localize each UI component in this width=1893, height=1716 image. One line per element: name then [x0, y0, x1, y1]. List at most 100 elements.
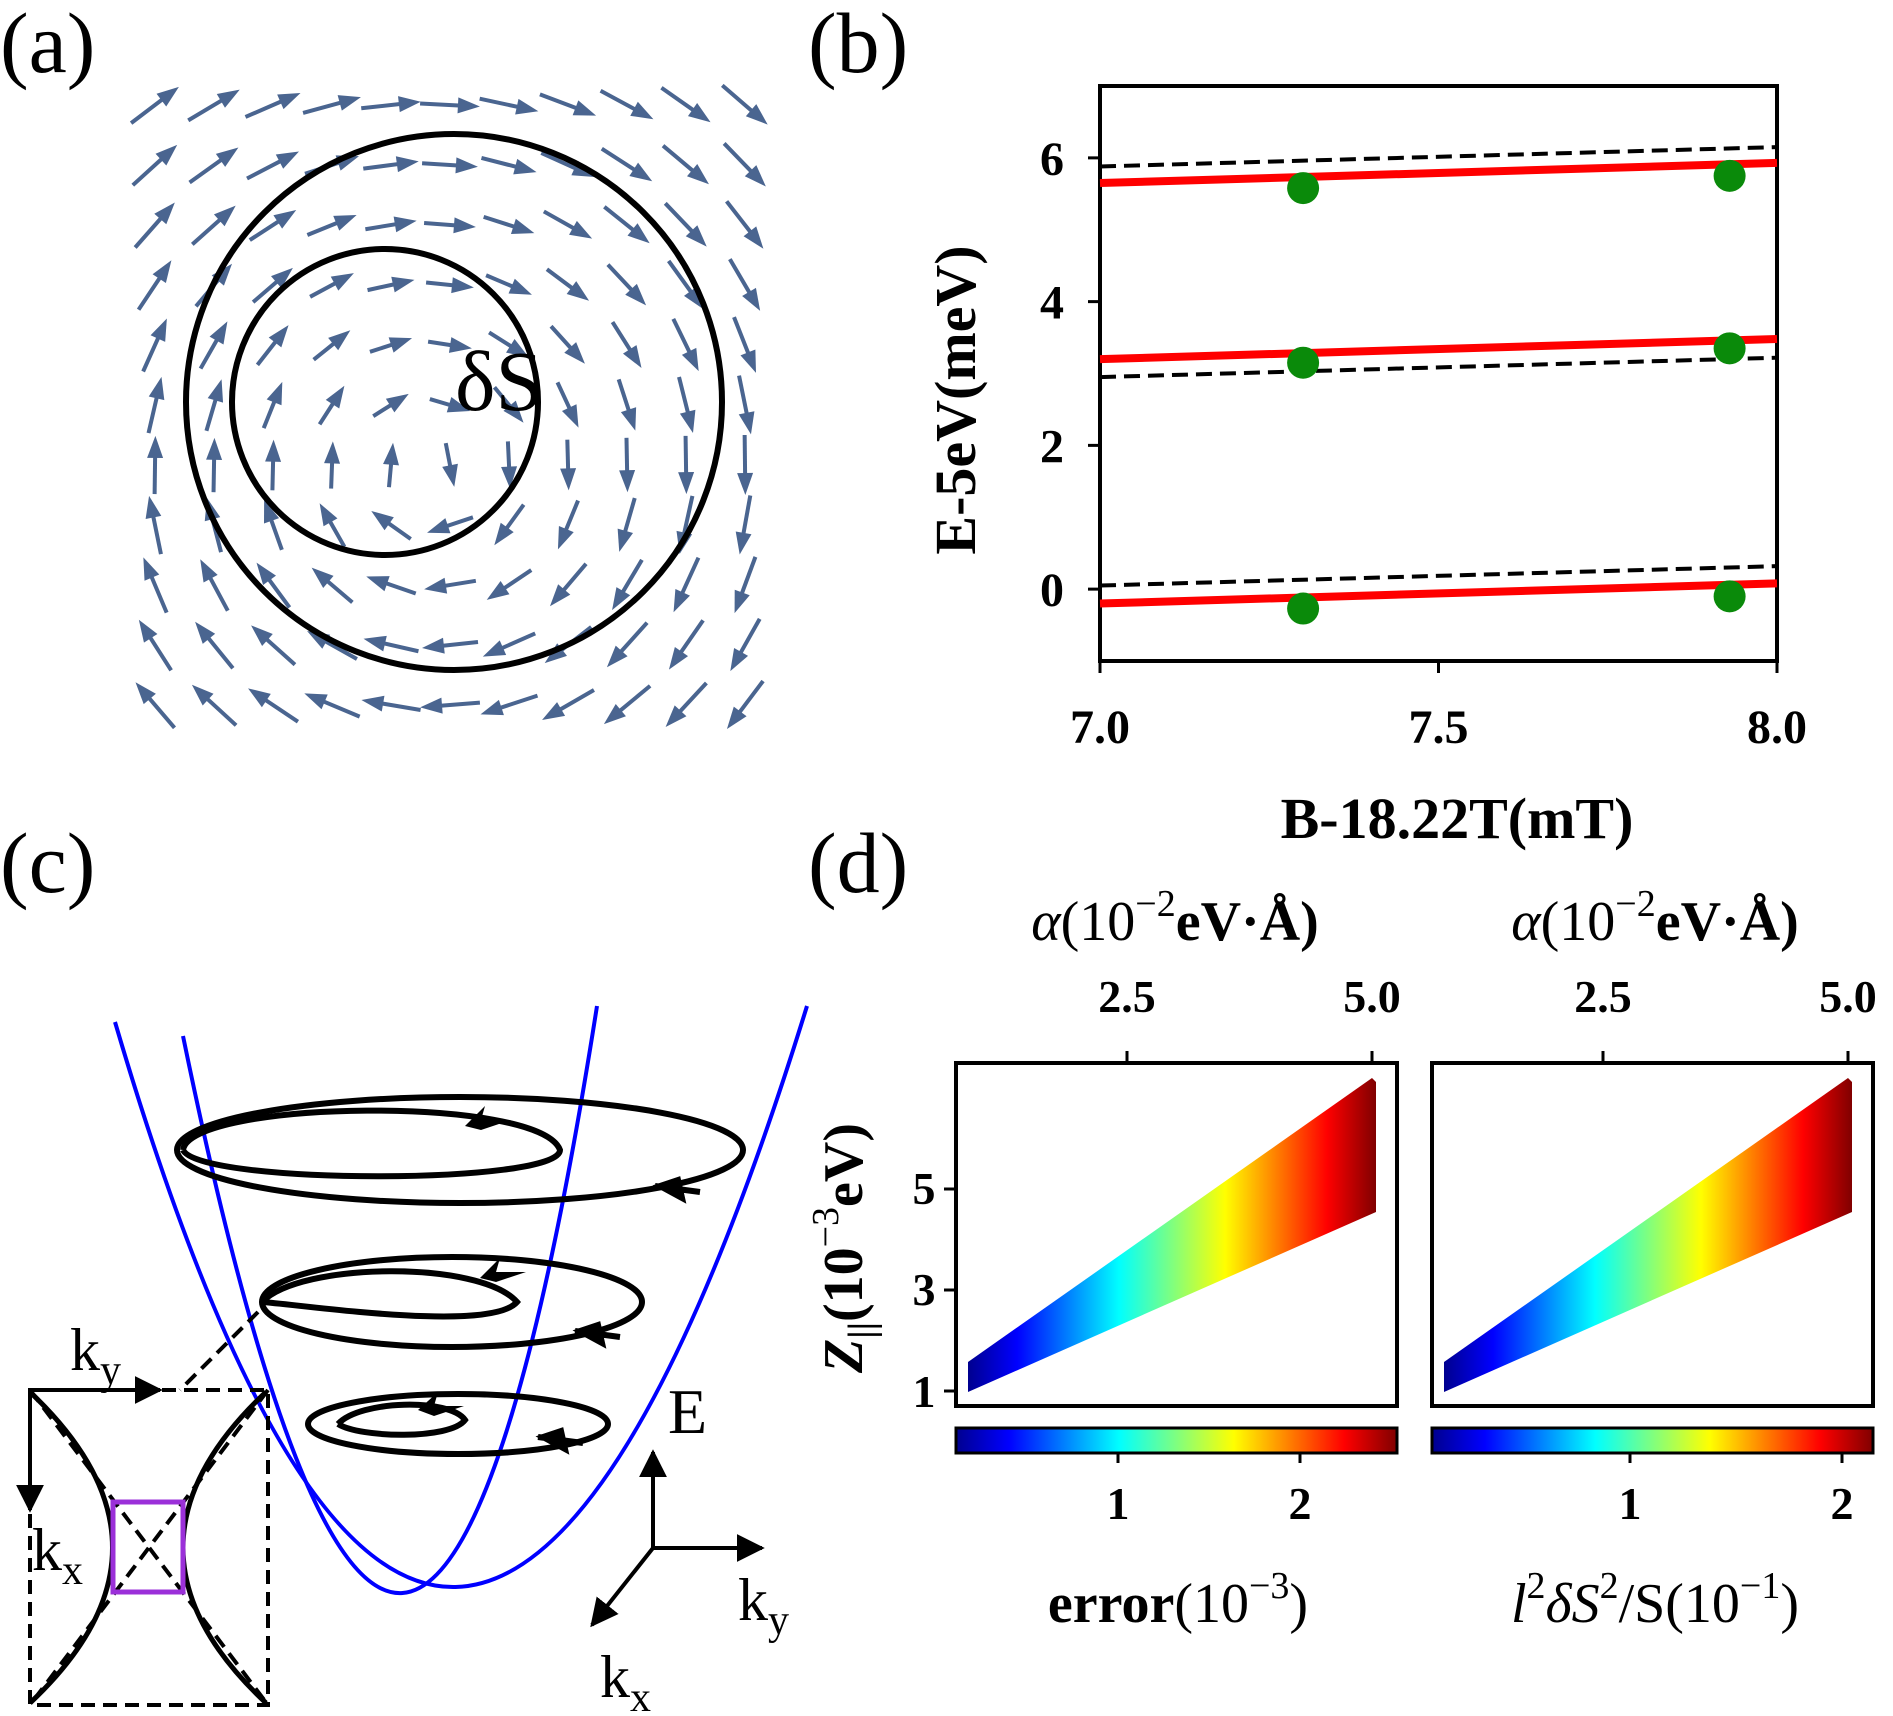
colorbar-tick-label: 2 — [1289, 1478, 1312, 1529]
model-line-dashed — [1099, 564, 1778, 588]
spin-arrow — [720, 83, 768, 125]
x-tick-label: 8.0 — [1747, 701, 1807, 754]
fit-line-red — [1099, 335, 1778, 364]
kx-axis-label: kx — [600, 1644, 651, 1716]
top-tick-label: 5.0 — [1819, 971, 1877, 1022]
panel-c: (c) E ky — [0, 815, 809, 1716]
y-tick-label: 2 — [1040, 420, 1064, 473]
data-point — [1287, 172, 1320, 205]
spin-arrow — [188, 147, 239, 185]
spin-arrow — [734, 556, 758, 614]
spin-arrow — [366, 576, 417, 596]
panel-d: (d) α(10−2eV·Å) α(10−2eV·Å) 2.5 5.0 1 3 … — [805, 815, 1877, 1635]
spin-arrow — [542, 209, 593, 239]
spin-arrow — [367, 276, 415, 293]
colorbar-ratio: 1 2 l2δS2/S(10−1) — [1430, 1426, 1875, 1635]
spin-arrow — [261, 381, 283, 429]
inset-highlight-box — [110, 1499, 186, 1595]
spin-arrow — [141, 318, 167, 373]
spin-arrow — [324, 441, 341, 489]
spin-arrow — [549, 324, 585, 364]
spin-arrow — [361, 695, 421, 712]
spin-arrow — [726, 679, 765, 729]
spin-arrow — [735, 495, 753, 555]
spin-arrow — [678, 435, 695, 495]
spin-arrow — [668, 619, 705, 670]
spin-arrow — [660, 86, 711, 123]
data-point — [1713, 159, 1746, 192]
top-outer-orbit — [174, 1094, 746, 1206]
fit-line-red — [1099, 158, 1778, 188]
colorbar-tick-label: 2 — [1831, 1478, 1854, 1529]
heatmap-error: 2.5 5.0 1 3 5 — [913, 971, 1401, 1417]
spin-arrow — [725, 200, 764, 249]
y-tick-label: 3 — [913, 1264, 936, 1315]
model-line-dashed — [1099, 355, 1778, 380]
spin-arrow — [363, 156, 419, 173]
spin-arrow — [486, 568, 533, 600]
orbit-arrow-icon — [418, 1392, 464, 1416]
spin-arrow — [256, 562, 292, 609]
colorbar-tick-label: 1 — [1619, 1478, 1642, 1529]
inset-connector-line — [178, 1310, 260, 1392]
spin-arrow — [424, 577, 477, 594]
spin-arrow — [479, 96, 539, 115]
top-inner-orbit — [180, 1107, 564, 1180]
inner-fermi-circle — [229, 246, 541, 558]
bottom-inner-orbit — [335, 1401, 469, 1438]
spin-arrow — [248, 209, 297, 242]
orbit-arrow-icon — [535, 1427, 584, 1455]
y-tick-label: 4 — [1040, 277, 1064, 330]
spin-arrow — [304, 693, 361, 719]
heatmap-wedge — [1444, 1078, 1852, 1392]
spin-arrow — [663, 201, 707, 247]
spin-arrow — [545, 267, 590, 301]
delta-s-label: δS — [455, 333, 543, 429]
inset-kx-label: kx — [32, 1517, 83, 1594]
spin-vector-field — [129, 83, 768, 730]
spin-arrow — [480, 693, 539, 716]
model-line-dashed — [1099, 145, 1778, 169]
spin-arrow — [136, 260, 172, 311]
spin-arrow — [557, 499, 580, 550]
spin-arrow — [420, 697, 481, 714]
colorbar — [1430, 1426, 1875, 1455]
x-tick-label: 7.5 — [1409, 701, 1469, 754]
spin-arrow — [677, 376, 696, 434]
spin-arrow — [311, 567, 354, 604]
spin-arrow — [191, 684, 238, 727]
spin-arrow — [673, 556, 701, 613]
spin-arrow — [246, 151, 299, 181]
spin-arrow — [483, 214, 535, 235]
top-tick-label: 2.5 — [1574, 971, 1632, 1022]
spin-arrow — [131, 144, 178, 187]
orbit-arrow-icon — [480, 1258, 526, 1282]
spin-arrow — [610, 320, 642, 368]
spin-arrow — [251, 267, 293, 304]
spin-arrow — [501, 441, 518, 489]
spin-arrow — [248, 688, 300, 724]
spin-arrow — [363, 635, 419, 654]
spin-arrow — [722, 142, 766, 187]
spin-arrow — [129, 86, 179, 125]
spin-arrow — [482, 631, 536, 657]
spin-arrow — [480, 155, 537, 175]
spin-arrow — [560, 439, 577, 491]
spin-arrow — [539, 92, 597, 116]
spin-arrow — [306, 214, 357, 237]
orbit-arrow-icon — [652, 1176, 701, 1204]
spin-arrow — [728, 258, 761, 311]
data-point — [1287, 592, 1320, 625]
spin-arrow — [730, 617, 762, 672]
spin-arrow — [369, 337, 413, 354]
momentum-axes: ky kx — [590, 1449, 789, 1716]
data-point — [1713, 580, 1746, 613]
heatmap-wedge — [968, 1078, 1376, 1392]
spin-arrow — [365, 216, 417, 233]
y-axis-label: E-5eV(meV) — [923, 245, 988, 554]
panel-c-tag: (c) — [0, 815, 95, 911]
bottom-orbit — [305, 1391, 611, 1457]
outer-fermi-circle — [183, 131, 725, 673]
spin-arrow — [187, 89, 240, 123]
